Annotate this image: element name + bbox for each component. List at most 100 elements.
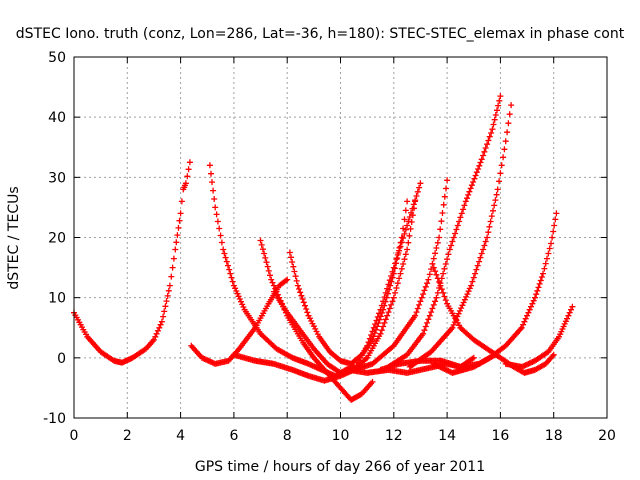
data-point bbox=[404, 198, 411, 205]
data-point bbox=[394, 280, 401, 287]
data-point bbox=[264, 263, 271, 270]
data-point bbox=[464, 195, 470, 202]
data-point bbox=[304, 309, 311, 316]
data-point bbox=[416, 184, 423, 191]
data-point bbox=[152, 333, 159, 340]
data-point bbox=[175, 224, 182, 231]
data-point bbox=[490, 207, 496, 214]
series-pass-8 bbox=[350, 177, 451, 373]
data-point bbox=[393, 256, 400, 263]
data-point bbox=[436, 279, 443, 285]
data-point bbox=[501, 146, 508, 153]
data-point bbox=[433, 294, 440, 301]
data-point bbox=[465, 191, 472, 198]
data-point bbox=[434, 275, 441, 282]
data-point bbox=[369, 328, 376, 335]
data-point bbox=[407, 225, 414, 232]
data-point bbox=[303, 306, 310, 312]
data-point bbox=[464, 291, 471, 298]
data-point bbox=[441, 193, 448, 200]
data-point bbox=[444, 177, 451, 184]
data-point bbox=[477, 159, 484, 166]
data-point bbox=[392, 289, 399, 296]
data-point bbox=[401, 230, 408, 237]
data-point bbox=[537, 277, 544, 284]
data-point bbox=[209, 179, 215, 186]
data-point bbox=[282, 277, 289, 284]
data-point bbox=[389, 298, 396, 305]
data-point bbox=[262, 254, 269, 261]
data-point bbox=[470, 354, 477, 361]
data-point bbox=[496, 97, 503, 104]
data-point bbox=[440, 289, 447, 296]
data-point bbox=[469, 278, 476, 285]
data-point bbox=[420, 330, 427, 337]
data-point bbox=[549, 353, 556, 360]
data-point bbox=[445, 251, 452, 258]
data-point bbox=[373, 317, 380, 324]
data-point bbox=[165, 287, 172, 294]
x-tick-label: 4 bbox=[176, 428, 185, 444]
data-point bbox=[397, 243, 404, 250]
data-point bbox=[473, 266, 480, 273]
data-point bbox=[498, 162, 505, 169]
data-point bbox=[430, 301, 437, 308]
series-pass-2 bbox=[188, 276, 291, 367]
data-point bbox=[294, 282, 301, 289]
data-point bbox=[492, 351, 499, 358]
data-point bbox=[452, 230, 459, 237]
data-point bbox=[478, 156, 485, 163]
data-point bbox=[535, 284, 542, 291]
data-point bbox=[522, 315, 529, 322]
x-tick-label: 14 bbox=[438, 428, 456, 444]
data-point bbox=[458, 210, 465, 217]
data-point bbox=[376, 310, 383, 317]
data-point bbox=[433, 271, 440, 278]
data-point bbox=[441, 293, 448, 300]
data-point bbox=[267, 272, 273, 279]
data-point bbox=[448, 242, 455, 249]
data-point bbox=[258, 241, 265, 248]
data-point bbox=[310, 323, 317, 330]
x-tick-label: 18 bbox=[545, 428, 563, 444]
data-point bbox=[272, 285, 279, 292]
data-point bbox=[565, 312, 572, 319]
data-point bbox=[161, 308, 168, 315]
data-point bbox=[532, 294, 538, 301]
data-point bbox=[462, 198, 469, 205]
data-point bbox=[372, 321, 379, 328]
data-point bbox=[421, 287, 428, 294]
data-point bbox=[481, 242, 488, 249]
data-point bbox=[436, 363, 443, 370]
data-point bbox=[299, 296, 306, 302]
data-point bbox=[233, 288, 240, 294]
data-point bbox=[440, 270, 447, 277]
data-point bbox=[390, 264, 397, 271]
data-point bbox=[432, 268, 439, 275]
data-point bbox=[414, 188, 421, 195]
data-point bbox=[450, 234, 457, 241]
data-point bbox=[364, 342, 371, 349]
data-point bbox=[569, 303, 576, 310]
data-point bbox=[369, 336, 376, 343]
data-point bbox=[228, 274, 235, 281]
data-point bbox=[365, 339, 372, 346]
data-point bbox=[475, 166, 482, 172]
x-tick-label: 6 bbox=[229, 428, 238, 444]
data-point bbox=[425, 276, 432, 283]
data-point bbox=[485, 229, 492, 236]
data-point bbox=[177, 210, 184, 217]
data-point bbox=[389, 268, 396, 275]
data-point bbox=[417, 298, 424, 305]
data-point bbox=[178, 198, 185, 205]
data-point bbox=[226, 266, 233, 273]
data-point bbox=[460, 206, 467, 213]
data-point bbox=[440, 201, 447, 208]
data-point bbox=[432, 250, 439, 257]
data-point bbox=[412, 312, 419, 319]
y-axis-label: dSTEC / TECUs bbox=[6, 186, 22, 289]
data-point bbox=[377, 330, 384, 337]
data-point bbox=[386, 305, 393, 312]
